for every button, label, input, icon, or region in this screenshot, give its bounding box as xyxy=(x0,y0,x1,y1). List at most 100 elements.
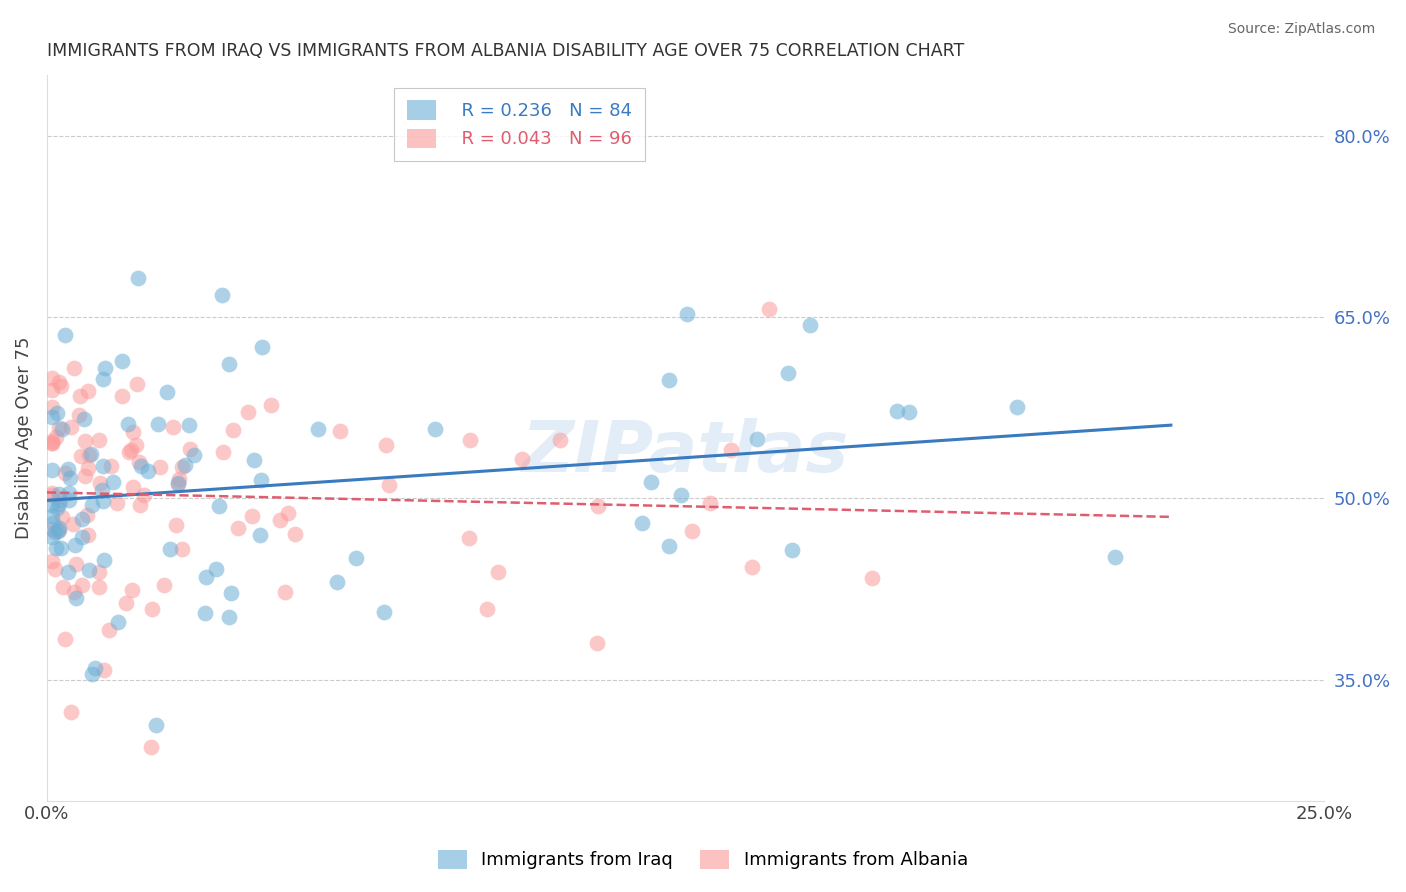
Point xyxy=(48,497,70,511)
Point xyxy=(98,623,121,637)
Point xyxy=(183,448,205,462)
Point xyxy=(70,512,93,526)
Point xyxy=(79,448,101,462)
Point xyxy=(121,480,143,494)
Point xyxy=(72,530,94,544)
Point xyxy=(76,508,98,523)
Point xyxy=(48,375,70,389)
Point xyxy=(658,539,681,553)
Point xyxy=(41,488,63,502)
Point xyxy=(90,483,112,497)
Point xyxy=(48,524,70,538)
Point xyxy=(65,557,87,571)
Point xyxy=(46,406,69,420)
Point xyxy=(60,705,83,719)
Point xyxy=(63,361,86,376)
Point xyxy=(125,376,148,391)
Point xyxy=(329,424,352,438)
Point xyxy=(460,434,482,448)
Point xyxy=(41,463,63,477)
Point xyxy=(59,471,82,485)
Point xyxy=(128,499,150,513)
Point xyxy=(60,420,83,434)
Point xyxy=(93,663,115,677)
Point xyxy=(457,531,479,545)
Point xyxy=(82,667,104,681)
Point xyxy=(139,740,162,755)
Point xyxy=(631,516,654,531)
Point xyxy=(1005,401,1028,415)
Y-axis label: Disability Age Over 75: Disability Age Over 75 xyxy=(15,336,32,539)
Point xyxy=(344,551,367,566)
Point xyxy=(240,508,263,523)
Point xyxy=(218,609,240,624)
Point xyxy=(277,506,299,520)
Point xyxy=(134,488,156,502)
Point xyxy=(375,438,398,452)
Point xyxy=(67,408,90,422)
Point xyxy=(80,447,103,461)
Point xyxy=(860,571,883,585)
Point xyxy=(77,528,100,542)
Point xyxy=(58,493,80,508)
Point xyxy=(44,525,66,540)
Point xyxy=(65,591,87,605)
Point xyxy=(53,466,76,480)
Point xyxy=(212,444,235,458)
Point xyxy=(105,496,128,510)
Point xyxy=(228,521,250,535)
Point xyxy=(897,405,920,419)
Point xyxy=(423,422,446,436)
Legend:   R = 0.236   N = 84,   R = 0.043   N = 96: R = 0.236 N = 84, R = 0.043 N = 96 xyxy=(394,87,645,161)
Point xyxy=(284,527,307,541)
Point xyxy=(165,518,187,533)
Point xyxy=(41,509,63,524)
Point xyxy=(671,488,693,502)
Point xyxy=(208,499,231,513)
Point xyxy=(87,565,110,579)
Point xyxy=(44,562,66,576)
Point xyxy=(782,543,804,558)
Point xyxy=(91,371,114,385)
Point xyxy=(249,528,271,542)
Point xyxy=(250,340,273,354)
Point xyxy=(41,499,63,513)
Point xyxy=(70,450,93,464)
Point xyxy=(250,473,273,487)
Point xyxy=(122,425,145,440)
Point xyxy=(89,433,111,447)
Point xyxy=(179,442,201,456)
Point xyxy=(179,417,201,432)
Point xyxy=(42,516,65,530)
Point xyxy=(69,389,91,403)
Point xyxy=(149,459,172,474)
Point xyxy=(307,422,329,436)
Point xyxy=(41,434,63,448)
Point xyxy=(115,597,138,611)
Point xyxy=(84,661,107,675)
Point xyxy=(681,524,703,538)
Point xyxy=(378,477,401,491)
Point xyxy=(89,475,111,490)
Point xyxy=(73,469,96,483)
Point xyxy=(118,445,141,459)
Point xyxy=(48,523,70,537)
Point xyxy=(211,288,233,302)
Point xyxy=(699,496,721,510)
Point xyxy=(274,585,297,599)
Point xyxy=(51,580,73,594)
Point xyxy=(159,542,181,557)
Point xyxy=(107,615,129,629)
Point xyxy=(91,459,114,474)
Point xyxy=(41,435,63,450)
Point xyxy=(48,521,70,535)
Point xyxy=(91,494,114,508)
Point xyxy=(80,499,103,513)
Point xyxy=(170,542,193,557)
Point xyxy=(167,476,190,491)
Point xyxy=(193,607,215,621)
Point xyxy=(156,385,179,400)
Point xyxy=(586,500,609,514)
Point xyxy=(1104,550,1126,565)
Point xyxy=(51,510,73,524)
